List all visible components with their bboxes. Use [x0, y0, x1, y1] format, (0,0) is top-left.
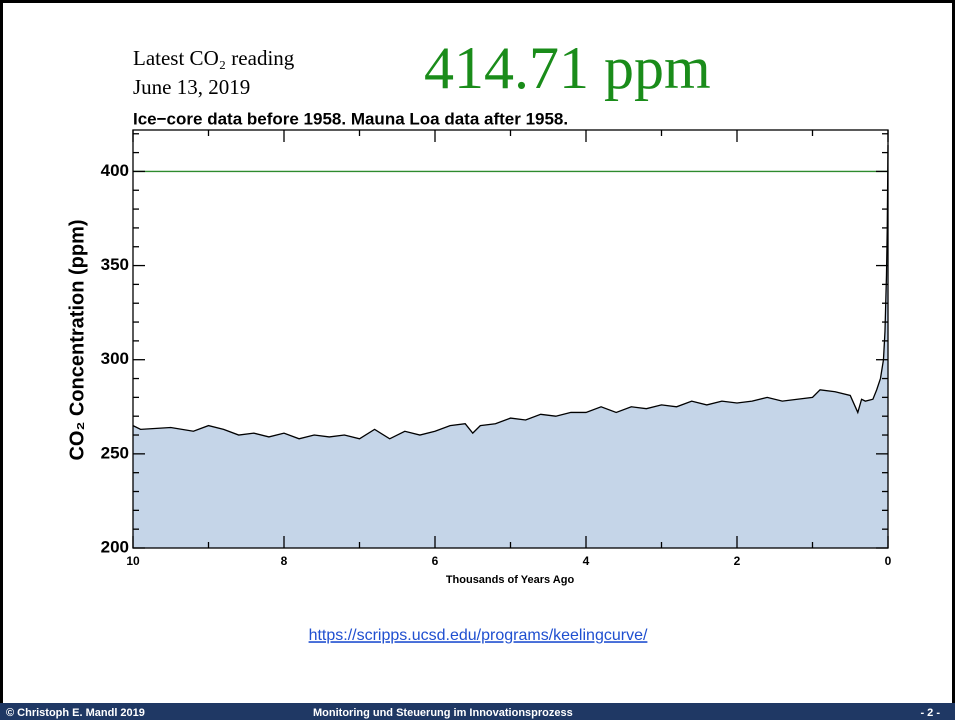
- header-line: Latest CO₂ reading: [133, 46, 295, 70]
- area-fill: [133, 145, 888, 548]
- source-link[interactable]: https://scripps.ucsd.edu/programs/keelin…: [309, 627, 648, 644]
- footer-left: © Christoph E. Mandl 2019: [6, 707, 145, 719]
- footer-bar: [0, 703, 955, 720]
- x-axis-label: Thousands of Years Ago: [446, 574, 575, 586]
- y-tick-label: 400: [101, 161, 129, 180]
- y-tick-label: 350: [101, 255, 129, 274]
- y-tick-label: 200: [101, 537, 129, 556]
- x-tick-label: 10: [126, 554, 140, 568]
- x-tick-label: 6: [432, 554, 439, 568]
- x-tick-label: 8: [281, 554, 288, 568]
- footer-center: Monitoring und Steuerung im Innovationsp…: [313, 707, 573, 719]
- area-line: [132, 145, 889, 440]
- x-tick-label: 0: [885, 554, 892, 568]
- footer-right: - 2 -: [920, 707, 940, 719]
- x-tick-label: 4: [583, 554, 590, 568]
- x-tick-label: 2: [734, 554, 741, 568]
- y-tick-label: 250: [101, 443, 129, 462]
- y-axis-label: CO₂ Concentration (ppm): [66, 219, 88, 460]
- latest-reading: 414.71 ppm: [424, 35, 711, 101]
- header-date: June 13, 2019: [133, 75, 250, 99]
- y-tick-label: 300: [101, 349, 129, 368]
- chart-title: Ice−core data before 1958. Mauna Loa dat…: [133, 109, 568, 128]
